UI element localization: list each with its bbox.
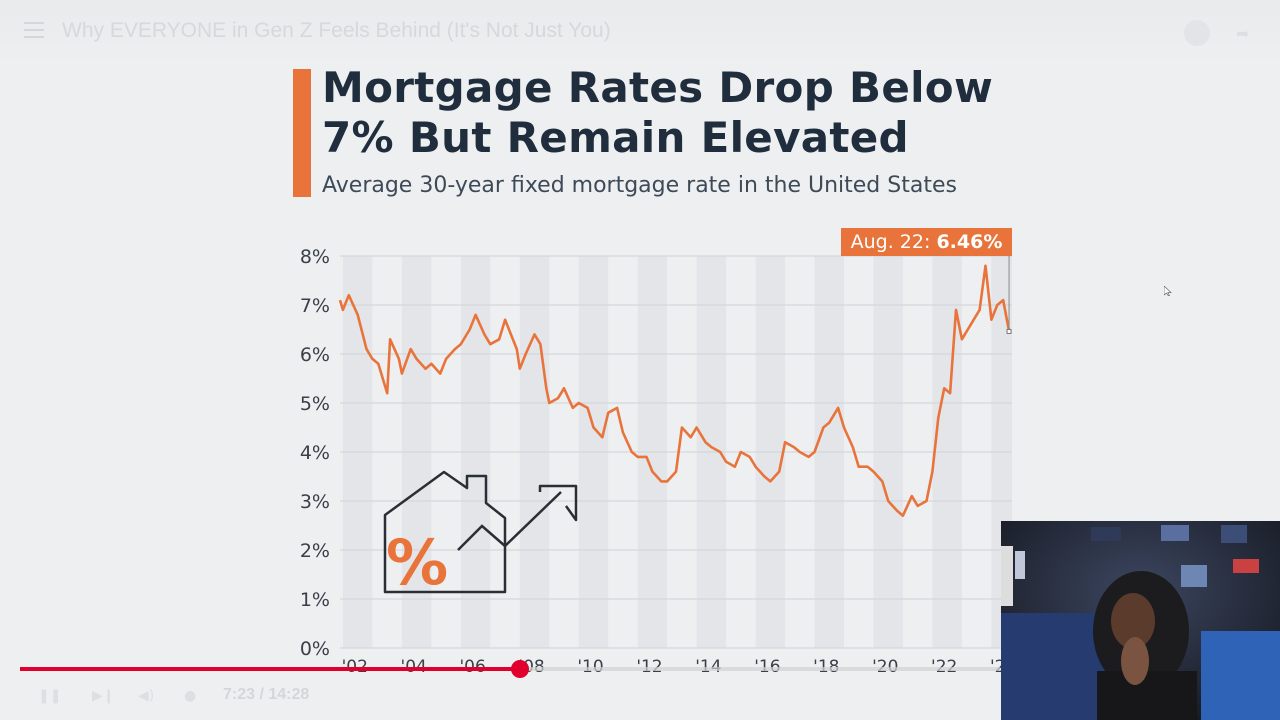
y-tick-label: 2% (300, 540, 330, 562)
progress-bar[interactable] (20, 660, 1000, 678)
end-point-marker (1006, 328, 1012, 334)
watch-later-icon[interactable] (1184, 20, 1210, 46)
rate-series-line (338, 264, 1011, 518)
play-pause-icon[interactable]: ❚❚ (38, 688, 62, 704)
latest-value-callout: Aug. 22: 6.46% (841, 228, 1012, 256)
share-icon[interactable]: ➦ (1236, 24, 1250, 43)
callout-value: 6.46% (936, 231, 1003, 253)
time-display: 7:23 / 14:28 (223, 686, 310, 703)
trend-arrow-line (457, 491, 562, 551)
trend-arrow-head (538, 484, 578, 522)
house-percent-icon: % (383, 470, 578, 599)
y-tick-label: 1% (300, 589, 330, 611)
volume-icon[interactable]: ◀) (138, 688, 155, 704)
player-top-overlay: Why EVERYONE in Gen Z Feels Behind (It's… (0, 0, 1280, 64)
title-accent-bar (293, 69, 311, 197)
webcam-overlay (1001, 521, 1280, 720)
percent-glyph: % (386, 526, 448, 599)
progress-played (20, 667, 520, 671)
menu-icon[interactable] (24, 22, 44, 38)
y-tick-label: 6% (300, 344, 330, 366)
y-tick-label: 3% (300, 491, 330, 513)
y-tick-label: 4% (300, 442, 330, 464)
next-icon[interactable]: ▶❙ (92, 688, 115, 704)
autoplay-icon[interactable]: ● (184, 688, 197, 704)
slide-subtitle: Average 30-year fixed mortgage rate in t… (322, 173, 957, 198)
webcam-feed-image (1001, 521, 1280, 720)
slide-title: Mortgage Rates Drop Below 7% But Remain … (322, 63, 994, 162)
progress-scrubber[interactable] (510, 660, 529, 678)
y-tick-label: 5% (300, 393, 330, 415)
callout-label: Aug. 22: (850, 231, 931, 253)
mouse-cursor-icon (1163, 281, 1172, 297)
video-title[interactable]: Why EVERYONE in Gen Z Feels Behind (It's… (62, 19, 611, 42)
y-tick-label: 7% (300, 295, 330, 317)
house-outline (383, 470, 507, 594)
y-tick-label: 8% (300, 246, 330, 268)
y-tick-label: 0% (300, 638, 330, 660)
